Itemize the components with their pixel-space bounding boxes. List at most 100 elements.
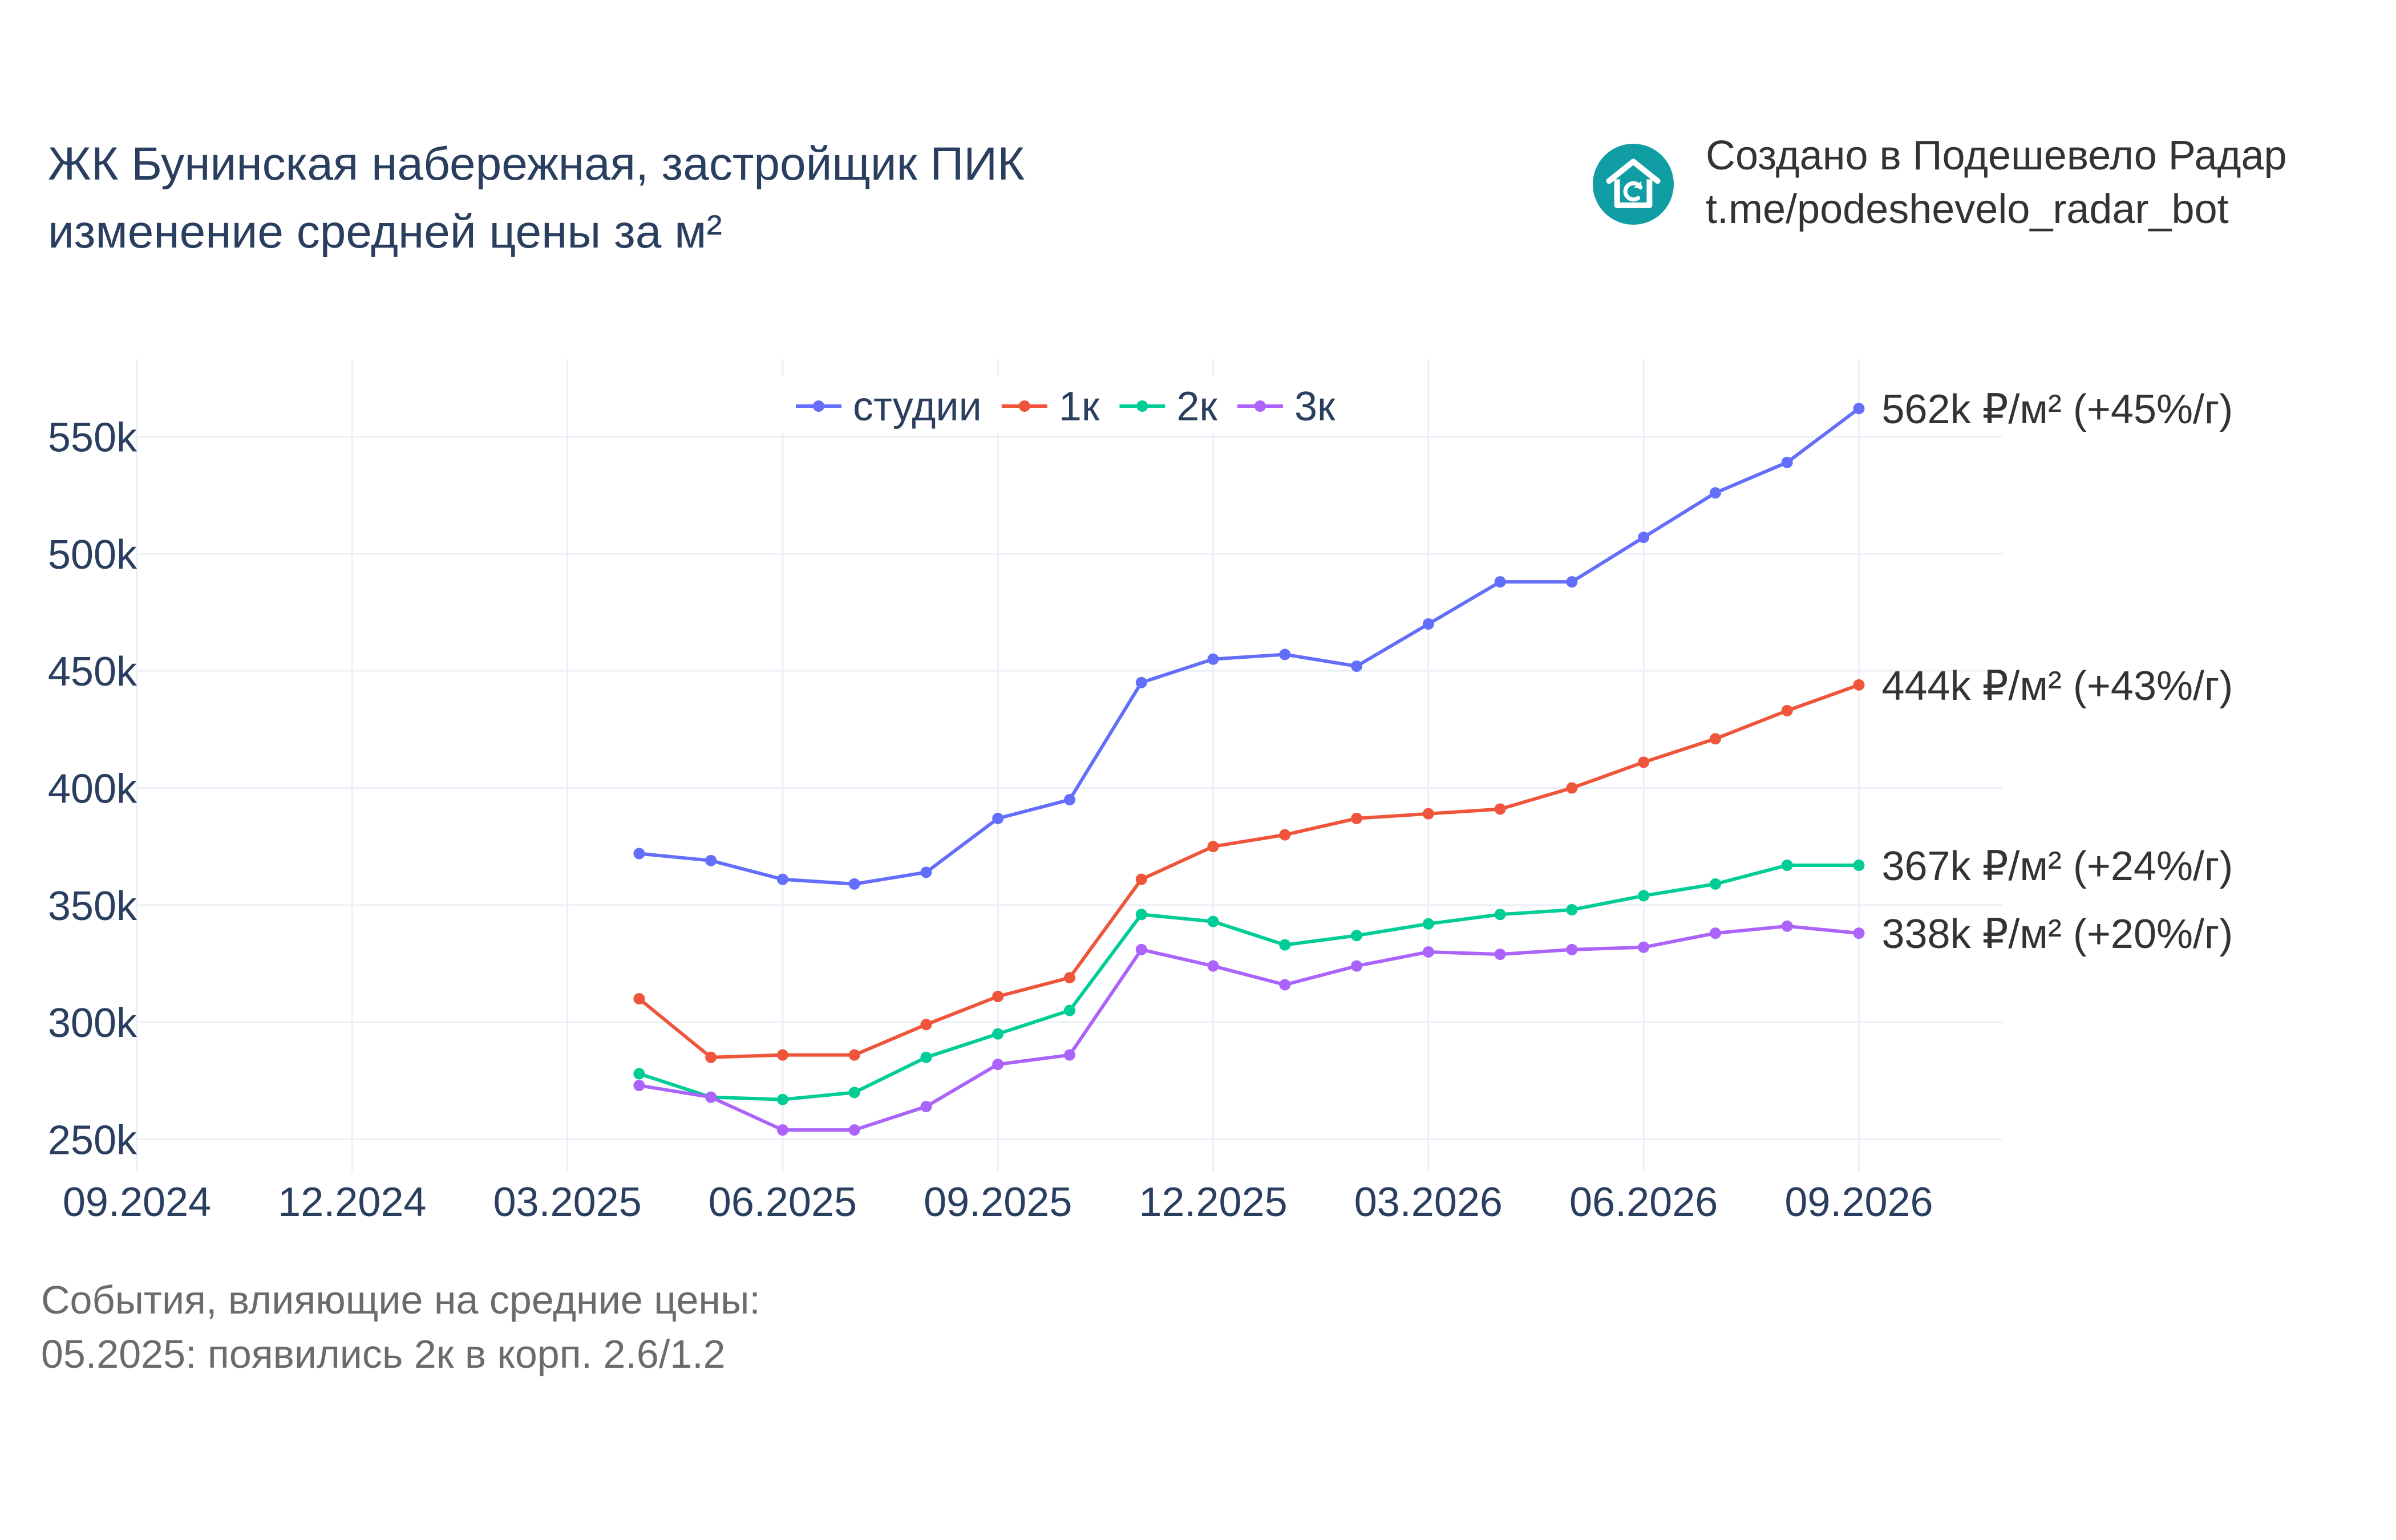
series-2к (633, 860, 1865, 1105)
series-end-label: 562k ₽/м² (+45%/г) (1881, 387, 2233, 432)
data-point (776, 1049, 788, 1061)
data-point (1709, 878, 1721, 890)
data-point (1853, 927, 1865, 939)
legend-swatch-marker (1254, 400, 1266, 412)
data-point (776, 873, 788, 885)
data-point (1207, 653, 1219, 665)
series-студии (633, 403, 1865, 890)
data-point (1566, 782, 1578, 794)
data-point (1135, 909, 1147, 921)
data-point (1207, 915, 1219, 927)
data-point (920, 1019, 932, 1031)
data-point (1279, 979, 1291, 991)
data-point (848, 1124, 860, 1136)
data-point (848, 1049, 860, 1061)
data-point (1494, 949, 1506, 961)
house-refresh-icon (1593, 144, 1674, 225)
data-point (1135, 676, 1147, 688)
legend-item[interactable]: 2к (1119, 384, 1217, 429)
legend-item[interactable]: 1к (1001, 384, 1100, 429)
data-point (1853, 679, 1865, 691)
data-point (1638, 532, 1650, 544)
data-point (633, 993, 645, 1005)
data-point (1566, 576, 1578, 588)
data-point (1566, 943, 1578, 955)
series-1к (633, 679, 1865, 1063)
chart-end-labels: 562k ₽/м² (+45%/г) 444k ₽/м² (+43%/г) 367k… (1881, 387, 2233, 957)
data-point (1638, 756, 1650, 768)
series-end-label: 367k ₽/м² (+24%/г) (1881, 844, 2233, 889)
data-point (1781, 456, 1793, 468)
chart-title: ЖК Бунинская набережная, застройщик ПИК … (48, 130, 1025, 266)
chart-title-line2: изменение средней цены за м² (48, 206, 722, 258)
event-item: 05.2025: появились 2к в корп. 2.6/1.2 (41, 1332, 726, 1376)
data-point (1494, 803, 1506, 815)
chart-legend: студии 1к 2к 3к (782, 376, 1358, 433)
data-point (1781, 920, 1793, 932)
data-point (992, 991, 1004, 1003)
y-tick-label: 300k (48, 1000, 137, 1046)
data-point (1422, 946, 1434, 958)
data-point (1135, 873, 1147, 885)
legend-label: 3к (1294, 384, 1335, 429)
data-point (1709, 487, 1721, 499)
events-heading: События, влияющие на средние цены: (41, 1278, 760, 1322)
data-point (1781, 860, 1793, 872)
data-point (1494, 576, 1506, 588)
data-point (1351, 660, 1363, 672)
legend-item[interactable]: студии (796, 384, 982, 429)
series-end-label: 338k ₽/м² (+20%/г) (1881, 911, 2233, 957)
x-tick-label: 06.2025 (709, 1180, 857, 1225)
data-point (705, 1051, 717, 1063)
data-point (1422, 808, 1434, 820)
data-point (920, 1101, 932, 1113)
legend-item[interactable]: 3к (1237, 384, 1335, 429)
data-point (848, 878, 860, 890)
data-point (1207, 841, 1219, 853)
data-point (1422, 918, 1434, 930)
legend-swatch-marker (813, 400, 824, 412)
data-point (1709, 733, 1721, 745)
data-point (1853, 860, 1865, 872)
legend-swatch-marker (1136, 400, 1148, 412)
data-point (1853, 403, 1865, 415)
series-3к (633, 920, 1865, 1136)
data-point (1638, 941, 1650, 953)
data-point (1135, 943, 1147, 955)
legend-swatch-marker (1018, 400, 1030, 412)
y-tick-label: 250k (48, 1118, 137, 1164)
data-point (776, 1093, 788, 1105)
data-point (1279, 829, 1291, 841)
data-point (633, 1068, 645, 1080)
data-point (1638, 890, 1650, 902)
data-point (1064, 1049, 1075, 1061)
brand-credit: Создано в Подешевело Радар t.me/podeshev… (1706, 129, 2287, 236)
data-point (920, 1051, 932, 1063)
data-point (1709, 927, 1721, 939)
x-tick-label: 09.2026 (1784, 1180, 1933, 1225)
legend-label: 2к (1176, 384, 1217, 429)
data-point (920, 866, 932, 878)
data-point (1207, 960, 1219, 972)
series-line (638, 924, 1859, 1132)
brand-link[interactable]: t.me/podeshevelo_radar_bot (1706, 187, 2229, 232)
data-point (1422, 618, 1434, 630)
data-point (992, 812, 1004, 824)
chart-axes: 250k 300k 350k 400k 450k 500k 550k 09.2024 12.20… (48, 415, 1933, 1225)
data-point (1279, 939, 1291, 951)
data-point (1279, 649, 1291, 660)
x-tick-label: 03.2026 (1354, 1180, 1503, 1225)
data-point (633, 1080, 645, 1092)
y-tick-label: 450k (48, 649, 137, 695)
chart-grid (136, 359, 2002, 1172)
data-point (992, 1028, 1004, 1040)
data-point (1494, 909, 1506, 921)
chart-series (633, 403, 1865, 1136)
data-point (992, 1059, 1004, 1071)
data-point (776, 1124, 788, 1136)
y-tick-label: 500k (48, 532, 137, 578)
series-line (638, 864, 1859, 1101)
data-point (1781, 704, 1793, 716)
data-point (1064, 1004, 1075, 1016)
